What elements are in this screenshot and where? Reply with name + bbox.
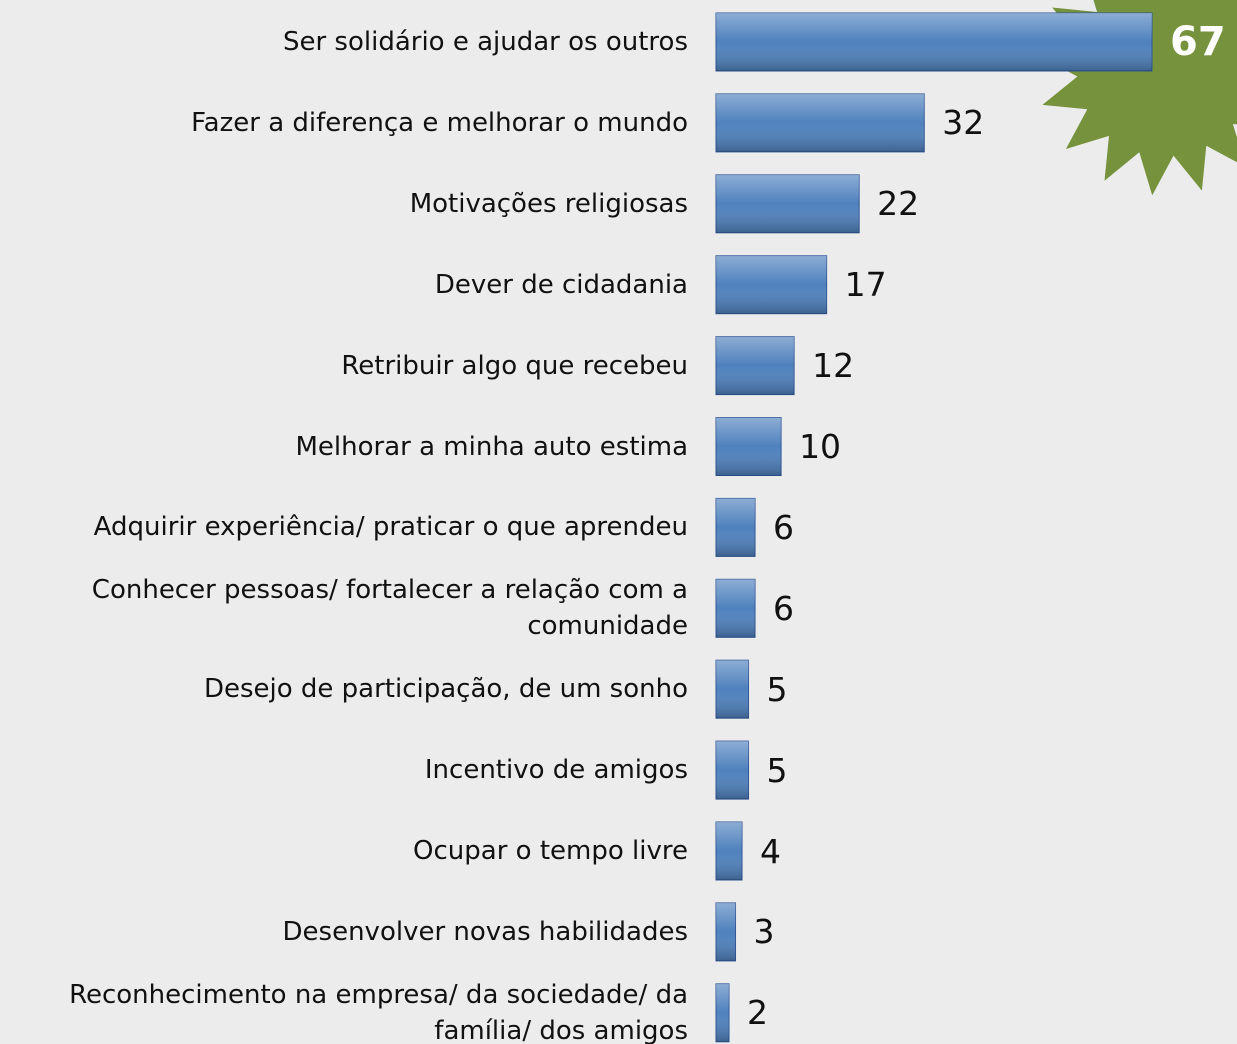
- bar-shade: [716, 822, 742, 880]
- value-label: 4: [760, 811, 781, 891]
- category-label: Incentivo de amigos: [6, 730, 688, 810]
- category-label: Fazer a diferença e melhorar o mundo: [6, 83, 688, 163]
- value-label: 2: [747, 973, 768, 1044]
- bar-shade: [716, 337, 794, 395]
- category-label: Dever de cidadania: [6, 245, 688, 325]
- bar-shade: [716, 498, 755, 556]
- category-label: Desenvolver novas habilidades: [6, 892, 688, 972]
- value-label: 10: [799, 407, 841, 487]
- bar-shade: [716, 13, 1152, 71]
- value-label: 3: [754, 892, 775, 972]
- chart: Ser solidário e ajudar os outros 67 Fazer …: [0, 0, 1237, 1044]
- category-label: Retribuir algo que recebeu: [6, 326, 688, 406]
- value-label: 6: [773, 568, 794, 648]
- bar-shade: [716, 903, 736, 961]
- bar-shade: [716, 256, 827, 314]
- value-label: 12: [812, 326, 854, 406]
- category-label: Melhorar a minha auto estima: [6, 407, 688, 487]
- value-label: 22: [877, 164, 919, 244]
- bar-shade: [716, 741, 749, 799]
- category-label: Adquirir experiência/ praticar o que apr…: [6, 487, 688, 567]
- value-label: 32: [942, 83, 984, 163]
- category-label: Ser solidário e ajudar os outros: [6, 2, 688, 82]
- bar-shade: [716, 984, 729, 1042]
- bar-shade: [716, 660, 749, 718]
- category-label: Motivações religiosas: [6, 164, 688, 244]
- category-label: Ocupar o tempo livre: [6, 811, 688, 891]
- category-label: Reconhecimento na empresa/ da sociedade/…: [6, 973, 688, 1044]
- value-label: 67: [1170, 2, 1226, 82]
- value-label: 5: [767, 649, 788, 729]
- value-label: 5: [767, 730, 788, 810]
- bar-shade: [716, 418, 781, 476]
- bar-shade: [716, 175, 859, 233]
- category-label: Desejo de participação, de um sonho: [6, 649, 688, 729]
- value-label: 6: [773, 487, 794, 567]
- value-label: 17: [845, 245, 887, 325]
- bar-shade: [716, 579, 755, 637]
- bar-shade: [716, 94, 924, 152]
- category-label: Conhecer pessoas/ fortalecer a relação c…: [6, 568, 688, 648]
